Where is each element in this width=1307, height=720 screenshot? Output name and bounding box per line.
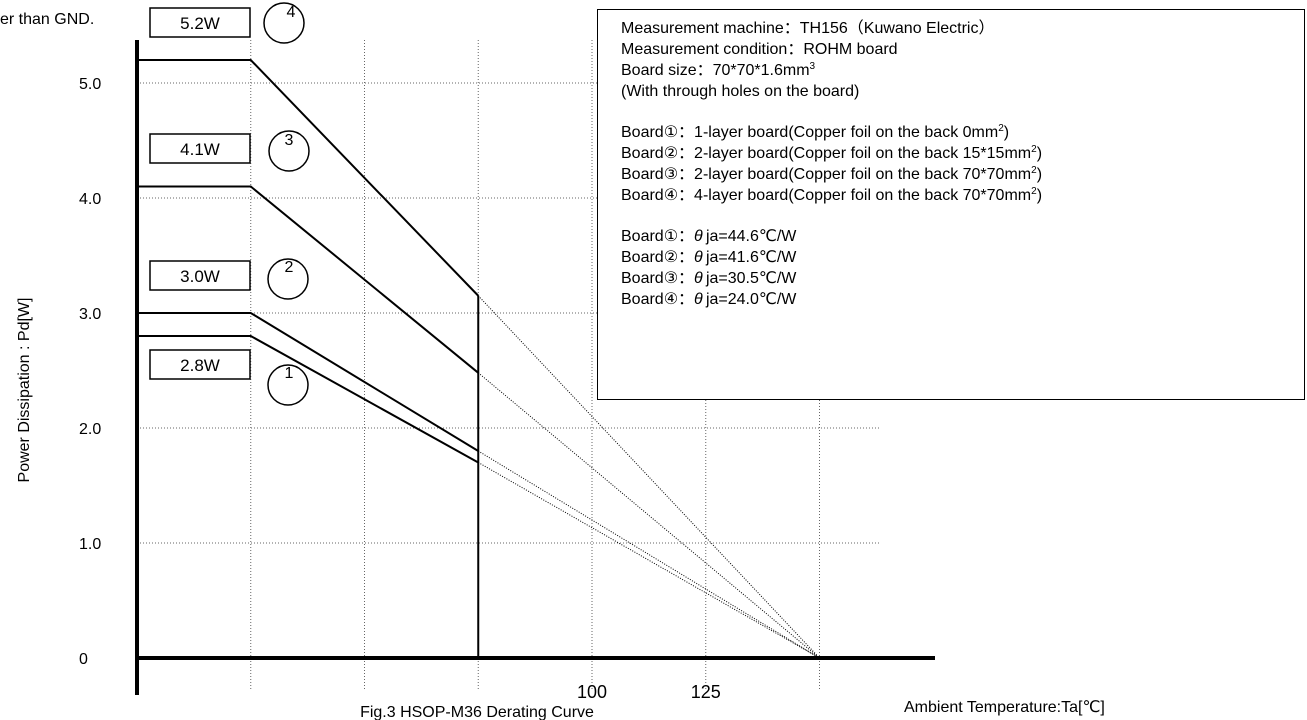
- series-4-extrapolation: [477, 295, 820, 659]
- legend-theta-1: Board①：θ ja=44.6℃/W: [621, 228, 797, 245]
- legend-board-2: Board②：2-layer board(Copper foil on the …: [621, 144, 1043, 163]
- x-tick-label: 100: [577, 682, 607, 702]
- derating-lines: [137, 59, 480, 658]
- series-1-value-label: 2.8W: [180, 356, 220, 375]
- series-1-value-box: [149, 349, 251, 380]
- legend-line: (With through holes on the board): [621, 83, 860, 100]
- series-3-circle: [268, 130, 310, 172]
- y-tick-label: 3.0: [79, 306, 101, 323]
- series-markers: 2.8W 1 3.0W 2 4.1W 3 5.2W 4: [149, 2, 310, 406]
- series-2-value-box: [149, 260, 251, 291]
- extrapolation-lines: [477, 295, 820, 659]
- series-2-extrapolation: [477, 450, 820, 659]
- header-fragment: er than GND.: [0, 11, 95, 28]
- series-4-line: [137, 59, 479, 297]
- y-tick-label: 5.0: [79, 76, 101, 93]
- legend-line: Measurement condition：ROHM board: [621, 41, 898, 58]
- series-3-value-label: 4.1W: [180, 140, 220, 159]
- series-2-number: 2: [285, 259, 294, 276]
- series-2-value-label: 3.0W: [180, 267, 220, 286]
- series-1-circle: [267, 364, 309, 406]
- y-axis-label: Power Dissipation : Pd[W]: [16, 298, 33, 483]
- legend-theta-3: Board③：θ ja=30.5℃/W: [621, 270, 797, 287]
- axes: [135, 40, 935, 695]
- series-4-value-box: [149, 7, 251, 38]
- series-1-extrapolation: [478, 462, 820, 659]
- y-tick-label: 2.0: [79, 421, 101, 438]
- figure-caption: Fig.3 HSOP-M36 Derating Curve: [360, 704, 594, 720]
- series-2-line: [137, 312, 479, 452]
- series-1-number: 1: [285, 365, 294, 382]
- series-4-circle: [263, 2, 305, 44]
- legend-line: Measurement machine：TH156（Kuwano Electri…: [621, 20, 995, 37]
- legend-board-4: Board④：4-layer board(Copper foil on the …: [621, 186, 1043, 205]
- y-tick-label: 4.0: [79, 191, 101, 208]
- series-2-circle: [267, 258, 309, 300]
- legend-theta-4: Board④：θ ja=24.0℃/W: [621, 291, 797, 308]
- legend-board-3: Board③：2-layer board(Copper foil on the …: [621, 165, 1043, 184]
- legend-theta-2: Board②：θ ja=41.6℃/W: [621, 249, 797, 266]
- y-tick-label: 0: [79, 651, 88, 668]
- series-3-extrapolation: [477, 372, 820, 659]
- legend-board-1: Board①：1-layer board(Copper foil on the …: [621, 123, 1010, 142]
- series-3-value-box: [149, 133, 251, 164]
- series-3-line: [137, 185, 479, 374]
- x-tick-label: 125: [691, 682, 721, 702]
- series-4-value-label: 5.2W: [180, 14, 220, 33]
- x-axis-label: Ambient Temperature:Ta[℃]: [904, 699, 1105, 716]
- measurement-legend: Measurement machine：TH156（Kuwano Electri…: [597, 9, 1305, 400]
- tick-labels: 0 1.0 2.0 3.0 4.0 5.0 100 125: [79, 76, 721, 702]
- legend-line: Board size：70*70*1.6mm3: [621, 61, 816, 80]
- series-1-line: [137, 335, 479, 464]
- series-3-number: 3: [285, 132, 294, 149]
- series-4-number: 4: [287, 4, 296, 21]
- y-tick-label: 1.0: [79, 536, 101, 553]
